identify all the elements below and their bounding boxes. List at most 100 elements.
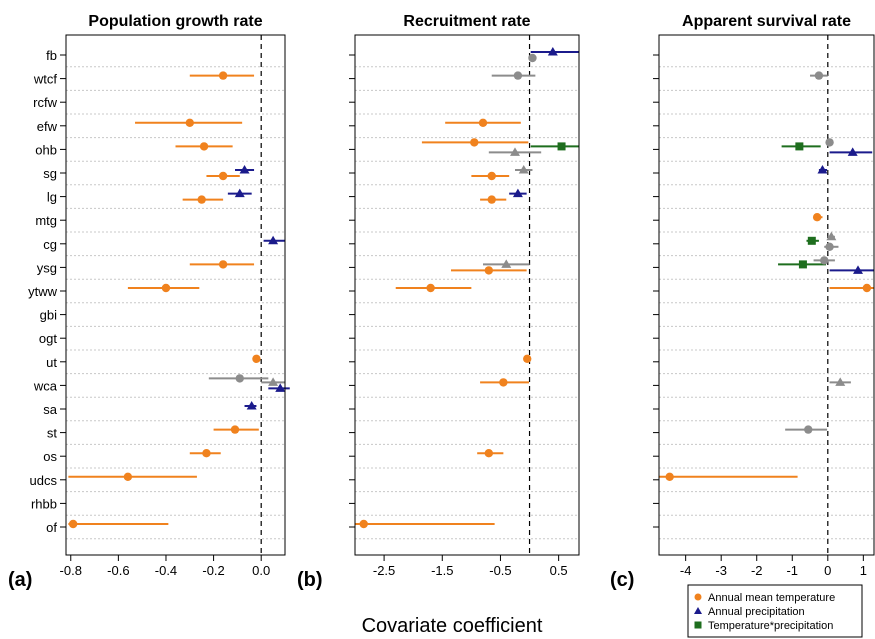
point-marker-circle <box>123 472 133 481</box>
point-marker-circle <box>218 171 228 181</box>
panel-label: (c) <box>610 569 634 591</box>
x-tick-label: -3 <box>715 563 727 578</box>
y-tick-label: sa <box>43 402 58 417</box>
data-point-cg <box>806 236 819 245</box>
data-point-cg <box>263 235 285 245</box>
data-point-ysg <box>813 256 835 265</box>
plot-frame <box>658 34 875 556</box>
point-marker-triangle <box>826 231 837 241</box>
x-tick-label: -0.8 <box>60 563 82 578</box>
data-point-os <box>477 449 504 458</box>
point-marker-circle <box>230 425 240 434</box>
point-marker-circle <box>487 195 496 204</box>
point-marker-circle <box>814 71 824 80</box>
x-tick-label: -0.5 <box>489 563 511 578</box>
point-marker-triangle <box>817 165 828 174</box>
data-point-wca <box>208 374 269 383</box>
data-point-cg <box>824 242 839 251</box>
point-marker-triangle <box>835 377 846 386</box>
data-point-ysg <box>778 260 827 269</box>
x-axis-label: Covariate coefficient <box>362 615 543 637</box>
point-marker-square <box>795 142 804 151</box>
data-point-sg <box>206 171 240 181</box>
data-point-sg <box>471 171 510 181</box>
point-marker-triangle <box>547 47 558 56</box>
x-tick-label: -0.6 <box>107 563 129 578</box>
data-point-sg <box>515 165 533 174</box>
data-point-wtcf <box>491 71 536 80</box>
data-point-ysg <box>829 265 874 274</box>
point-marker-circle <box>825 242 834 251</box>
legend-label-temperature: Annual mean temperature <box>708 592 835 604</box>
point-marker-square <box>798 260 807 269</box>
panel-label: (b) <box>297 569 323 591</box>
point-marker-triangle <box>239 165 250 174</box>
data-point-of <box>68 519 169 529</box>
point-marker-triangle <box>275 383 286 392</box>
data-point-wca <box>480 378 529 387</box>
x-tick-label: 0.0 <box>252 563 270 578</box>
point-marker-circle <box>820 256 829 265</box>
point-marker-triangle <box>268 377 279 386</box>
data-point-wtcf <box>189 71 255 80</box>
point-marker-circle <box>235 374 244 383</box>
y-tick-label: cg <box>43 237 57 252</box>
point-marker-circle <box>218 71 228 80</box>
legend-label-interaction: Temperature*precipitation <box>708 620 833 632</box>
legend-label-precipitation: Annual precipitation <box>708 606 805 618</box>
panel-label: (a) <box>8 569 32 591</box>
x-tick-label: -0.4 <box>155 563 177 578</box>
data-point-efw <box>445 118 521 128</box>
x-tick-label: 1 <box>860 563 867 578</box>
plot-frame <box>354 34 580 556</box>
point-marker-triangle <box>234 188 245 198</box>
y-tick-label: os <box>43 449 57 464</box>
y-tick-label: rcfw <box>33 95 57 110</box>
legend-entry-precipitation: Annual precipitation <box>694 606 805 618</box>
data-point-lg <box>227 188 252 198</box>
y-tick-label: wca <box>33 378 58 393</box>
y-tick-label: lg <box>47 190 57 205</box>
point-marker-circle <box>862 283 872 293</box>
point-marker-circle <box>68 519 78 529</box>
point-marker-circle <box>199 142 209 151</box>
data-point-wca <box>829 377 851 386</box>
y-tick-label: gbi <box>40 308 57 323</box>
data-point-udcs <box>68 472 197 481</box>
point-marker-square <box>557 142 566 151</box>
panel-title: Recruitment rate <box>403 13 530 30</box>
point-marker-circle <box>528 53 537 63</box>
point-marker-circle <box>359 519 368 529</box>
point-marker-circle <box>161 283 171 293</box>
y-tick-label: rhbb <box>31 496 57 511</box>
data-point-cg <box>826 231 837 241</box>
y-tick-label: fb <box>46 48 57 63</box>
point-marker-triangle <box>501 259 512 268</box>
point-marker-circle <box>470 138 479 147</box>
y-tick-label: ut <box>46 355 57 370</box>
data-point-fb <box>530 47 579 56</box>
panel-2: Recruitment rate (b) -2.5 -1.5 -0.5 0.5 <box>297 13 580 591</box>
point-marker-circle <box>478 118 488 128</box>
data-point-ut <box>523 354 532 363</box>
data-point-fb <box>528 53 537 63</box>
y-tick-label: ohb <box>35 142 57 157</box>
panel-3: Apparent survival rate (c) -4 -3 -2 -1 0 1 <box>610 13 875 591</box>
data-point-of <box>355 519 495 529</box>
point-marker-circle <box>499 378 508 387</box>
point-marker-triangle <box>512 188 523 198</box>
data-point-st <box>213 425 259 434</box>
plot-frame <box>65 34 286 556</box>
point-marker-circle <box>487 171 496 181</box>
y-tick-label: udcs <box>30 473 58 488</box>
legend-marker-circle <box>694 593 702 601</box>
data-point-lg <box>480 195 507 204</box>
x-tick-label: -4 <box>680 563 692 578</box>
data-point-ut <box>252 354 261 363</box>
y-tick-label: st <box>47 426 58 441</box>
point-marker-circle <box>218 260 228 269</box>
legend-marker-square <box>694 621 702 629</box>
x-tick-label: 0 <box>824 563 831 578</box>
y-tick-label: mtg <box>35 213 57 228</box>
panel-title: Apparent survival rate <box>682 13 851 30</box>
